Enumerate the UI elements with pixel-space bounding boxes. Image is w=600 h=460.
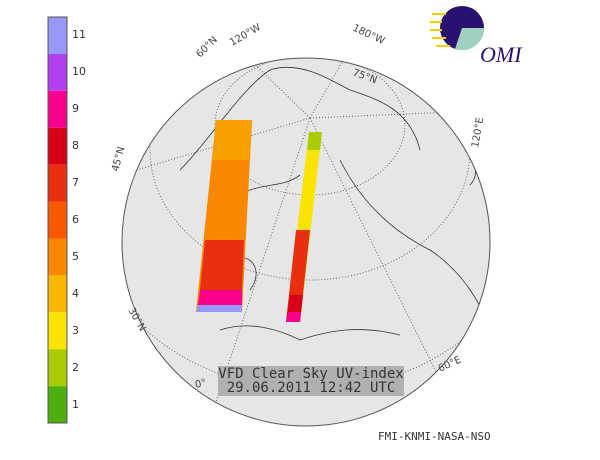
logo-text: OMI (480, 42, 523, 67)
svg-text:0°: 0° (194, 377, 208, 391)
colorbar-label: 6 (72, 213, 79, 226)
colorbar-band (48, 386, 67, 423)
colorbar-band (48, 53, 67, 91)
svg-text:60°N: 60°N (194, 35, 220, 61)
colorbar-label: 8 (72, 139, 79, 153)
colorbar-band (48, 312, 67, 350)
map-title: VFD Clear Sky UV-index 29.06.2011 12:42 … (218, 366, 404, 396)
omi-logo: OMI (430, 6, 523, 67)
colorbar (47, 16, 68, 424)
colorbar-label: 7 (72, 176, 79, 190)
colorbar-band (48, 17, 67, 54)
colorbar-label: 4 (72, 286, 79, 300)
colorbar-label: 3 (72, 323, 79, 337)
colorbar-band (48, 201, 67, 239)
title-line-2: 29.06.2011 12:42 UTC (226, 380, 396, 396)
colorbar-band (48, 164, 67, 202)
coastlines (179, 66, 490, 341)
svg-text:180°W: 180°W (351, 23, 387, 47)
colorbar-label: 1 (72, 397, 79, 411)
colorbar-label: 11 (72, 28, 86, 42)
colorbar-label: 5 (72, 249, 79, 263)
colorbar-band (48, 349, 67, 387)
svg-text:120°W: 120°W (228, 22, 263, 49)
colorbar-band (48, 238, 67, 276)
title-line-1: VFD Clear Sky UV-index (218, 366, 404, 382)
credit-text: FMI-KNMI-NASA-NSO (378, 430, 491, 443)
svg-text:45°N: 45°N (110, 146, 127, 173)
svg-text:120°E: 120°E (470, 117, 486, 149)
colorbar-label: 10 (72, 65, 86, 79)
colorbar-label: 2 (72, 360, 79, 374)
swath-east (286, 132, 322, 322)
colorbar-band (48, 275, 67, 313)
colorbar-band (48, 90, 67, 128)
colorbar-label: 9 (72, 102, 79, 116)
colorbar-frame (47, 16, 68, 424)
colorbar-band (48, 127, 67, 165)
swath-west (196, 120, 252, 312)
